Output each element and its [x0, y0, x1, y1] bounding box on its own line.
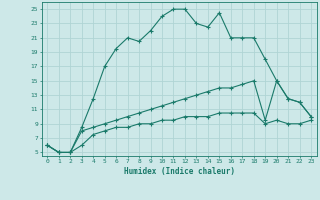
X-axis label: Humidex (Indice chaleur): Humidex (Indice chaleur) [124, 167, 235, 176]
